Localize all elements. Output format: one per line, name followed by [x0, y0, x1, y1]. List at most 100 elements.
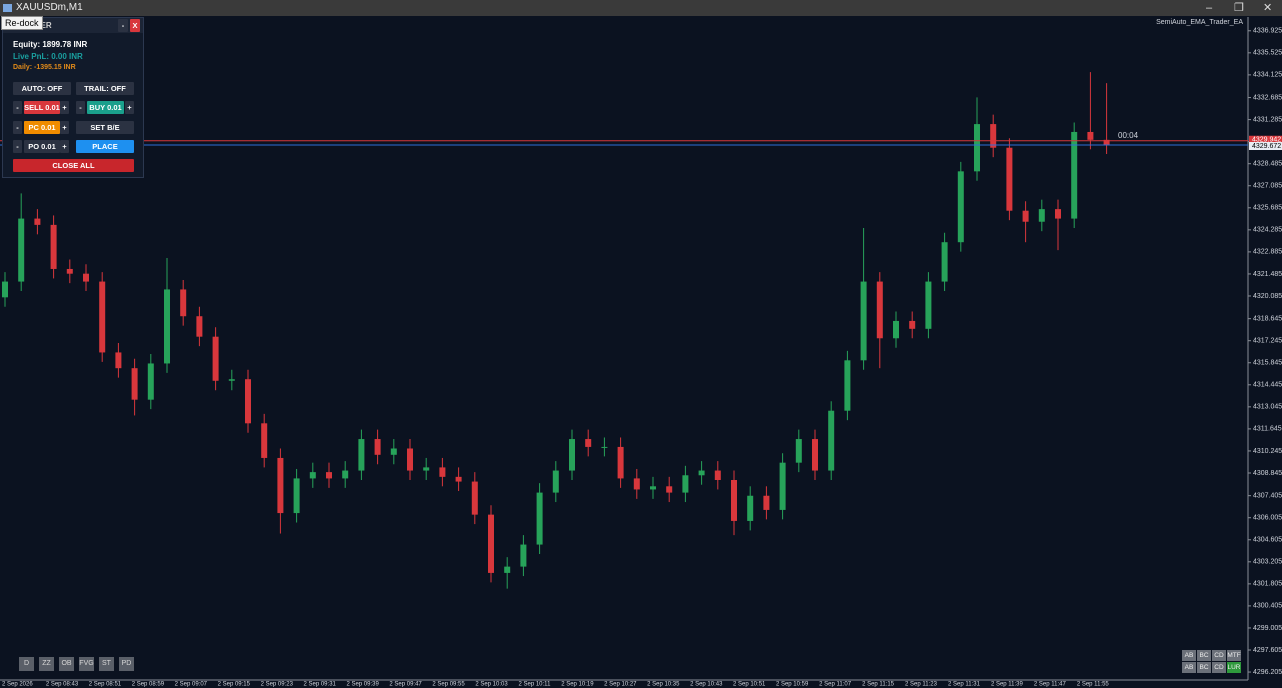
bar-timer: 00:04 — [1118, 131, 1139, 140]
close-all-button[interactable]: CLOSE ALL — [13, 159, 134, 172]
redock-button[interactable]: Re-dock — [1, 16, 43, 30]
tool-button[interactable]: PD — [119, 657, 134, 671]
y-tick-label: 4304.605 — [1253, 537, 1282, 544]
candle-body — [439, 467, 446, 477]
set-be-button[interactable]: SET B/E — [76, 121, 134, 134]
corner-button[interactable]: MTF — [1227, 650, 1241, 661]
corner-button[interactable]: BC — [1197, 650, 1211, 661]
x-tick-label: 2 Sep 10:03 — [475, 682, 508, 688]
close-window[interactable]: ✕ — [1263, 2, 1273, 14]
pc-plus[interactable]: + — [60, 121, 69, 134]
corner-button[interactable]: BC — [1197, 662, 1211, 673]
x-tick-label: 2 Sep 2026 — [2, 682, 33, 688]
buy-button[interactable]: BUY 0.01 — [87, 101, 124, 114]
trader-panel: ADER - X Equity: 1899.78 INR Live PnL: 0… — [2, 17, 144, 178]
x-tick-label: 2 Sep 10:11 — [518, 682, 551, 688]
po-minus[interactable]: - — [13, 140, 22, 153]
trail-button[interactable]: TRAIL: OFF — [76, 82, 134, 95]
candle-body — [99, 281, 106, 353]
candle-body — [34, 218, 41, 225]
x-tick-label: 2 Sep 09:39 — [346, 682, 379, 688]
x-tick-label: 2 Sep 11:39 — [991, 682, 1024, 688]
x-tick-label: 2 Sep 10:51 — [733, 682, 766, 688]
sell-button[interactable]: SELL 0.01 — [24, 101, 60, 114]
y-tick-label: 4310.245 — [1253, 448, 1282, 455]
candle-body — [228, 379, 235, 381]
panel-minimize[interactable]: - — [118, 19, 128, 32]
tool-button[interactable]: FVG — [79, 657, 94, 671]
daily-pnl: Daily: -1395.15 INR — [13, 64, 76, 71]
tool-button[interactable]: OB — [59, 657, 74, 671]
sell-plus[interactable]: + — [60, 101, 69, 114]
candle-body — [860, 281, 867, 361]
y-tick-label: 4300.405 — [1253, 603, 1282, 610]
candle-body — [925, 281, 932, 329]
candle-body — [407, 448, 413, 471]
candle-body — [196, 316, 203, 337]
tool-button[interactable]: D — [19, 657, 34, 671]
candle-body — [342, 470, 349, 479]
y-tick-label: 4303.205 — [1253, 559, 1282, 566]
candle-body — [909, 320, 916, 329]
sell-minus[interactable]: - — [13, 101, 22, 114]
corner-button[interactable]: AB — [1182, 662, 1196, 673]
buy-minus[interactable]: - — [76, 101, 85, 114]
candle-body — [180, 289, 187, 317]
y-tick-label: 4299.005 — [1253, 625, 1282, 632]
candle-body — [747, 495, 754, 521]
candle-body — [650, 486, 656, 490]
x-tick-label: 2 Sep 11:47 — [1034, 682, 1067, 688]
candle-body — [1038, 209, 1045, 222]
place-button[interactable]: PLACE — [76, 140, 134, 153]
candle-body — [714, 470, 721, 480]
candle-body — [990, 124, 997, 148]
y-tick-label: 4307.405 — [1253, 493, 1282, 500]
pc-minus[interactable]: - — [13, 121, 22, 134]
y-tick-label: 4328.485 — [1253, 161, 1282, 168]
y-tick-label: 4336.925 — [1253, 28, 1282, 35]
candle-body — [779, 462, 786, 510]
candle-body — [1055, 209, 1061, 219]
candle-body — [844, 360, 851, 411]
corner-button[interactable]: AB — [1182, 650, 1196, 661]
corner-button[interactable]: CD — [1212, 662, 1226, 673]
pc-button[interactable]: PC 0.01 — [24, 121, 60, 134]
candle-body — [131, 368, 138, 400]
candle-body — [731, 479, 737, 521]
candle-body — [585, 439, 592, 447]
x-tick-label: 2 Sep 11:55 — [1077, 682, 1110, 688]
candle-body — [941, 242, 948, 282]
po-plus[interactable]: + — [60, 140, 69, 153]
y-tick-label: 4331.285 — [1253, 116, 1282, 123]
x-tick-label: 2 Sep 11:15 — [862, 682, 895, 688]
title-bar: XAUUSDm,M1 – ❐ ✕ — [0, 0, 1282, 16]
candle-body — [455, 476, 462, 482]
x-tick-label: 2 Sep 09:31 — [304, 682, 337, 688]
minimize-window[interactable]: – — [1206, 2, 1213, 14]
y-tick-label: 4317.245 — [1253, 338, 1282, 345]
candle-body — [83, 273, 89, 282]
po-button[interactable]: PO 0.01 — [24, 140, 60, 153]
corner-button[interactable]: CD — [1212, 650, 1226, 661]
restore-window[interactable]: ❐ — [1234, 2, 1244, 14]
candle-body — [2, 281, 8, 298]
tool-button[interactable]: ZZ — [39, 657, 54, 671]
y-tick-label: 4332.685 — [1253, 94, 1282, 101]
y-tick-label: 4313.045 — [1253, 404, 1282, 411]
x-tick-label: 2 Sep 08:43 — [46, 682, 79, 688]
candle-body — [326, 472, 332, 479]
panel-close[interactable]: X — [130, 19, 140, 32]
live-pnl: Live PnL: 0.00 INR — [13, 52, 83, 61]
x-tick-label: 2 Sep 09:47 — [389, 682, 422, 688]
buy-plus[interactable]: + — [125, 101, 134, 114]
candle-body — [893, 320, 899, 339]
candle-body — [812, 439, 818, 471]
auto-button[interactable]: AUTO: OFF — [13, 82, 71, 95]
corner-button[interactable]: LUR — [1227, 662, 1241, 673]
y-tick-label: 4301.805 — [1253, 581, 1282, 588]
candle-body — [115, 352, 122, 369]
tool-button[interactable]: ST — [99, 657, 114, 671]
candle-body — [617, 446, 624, 479]
bid-label: 4329.672 — [1252, 143, 1281, 150]
